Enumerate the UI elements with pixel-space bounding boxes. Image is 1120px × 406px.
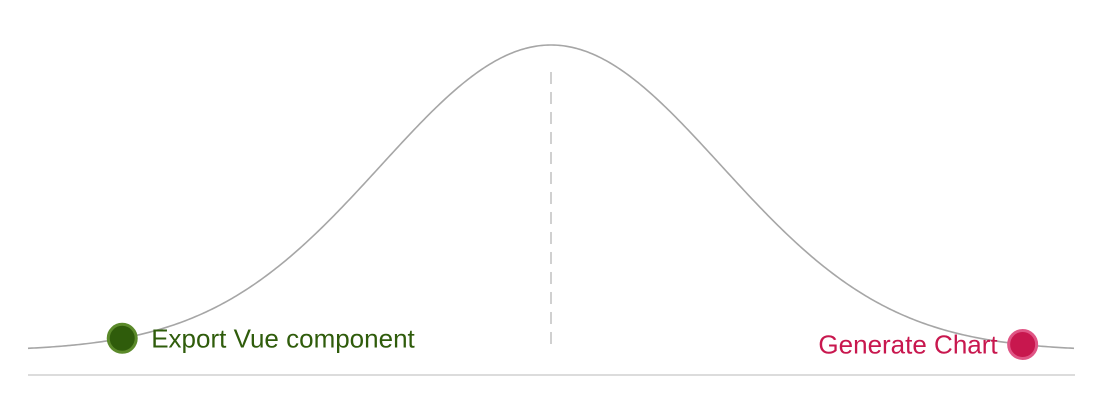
scope-item[interactable]: Generate Chart [818, 328, 1039, 360]
hill-curve [27, 44, 1075, 350]
scope-dot[interactable] [1007, 328, 1039, 360]
scope-label[interactable]: Generate Chart [818, 329, 998, 359]
scope-label[interactable]: Export Vue component [151, 323, 415, 353]
scope-dot[interactable] [106, 322, 138, 354]
scope-item[interactable]: Export Vue component [106, 322, 416, 354]
scope-layer: Export Vue component Generate Chart [106, 322, 1039, 360]
